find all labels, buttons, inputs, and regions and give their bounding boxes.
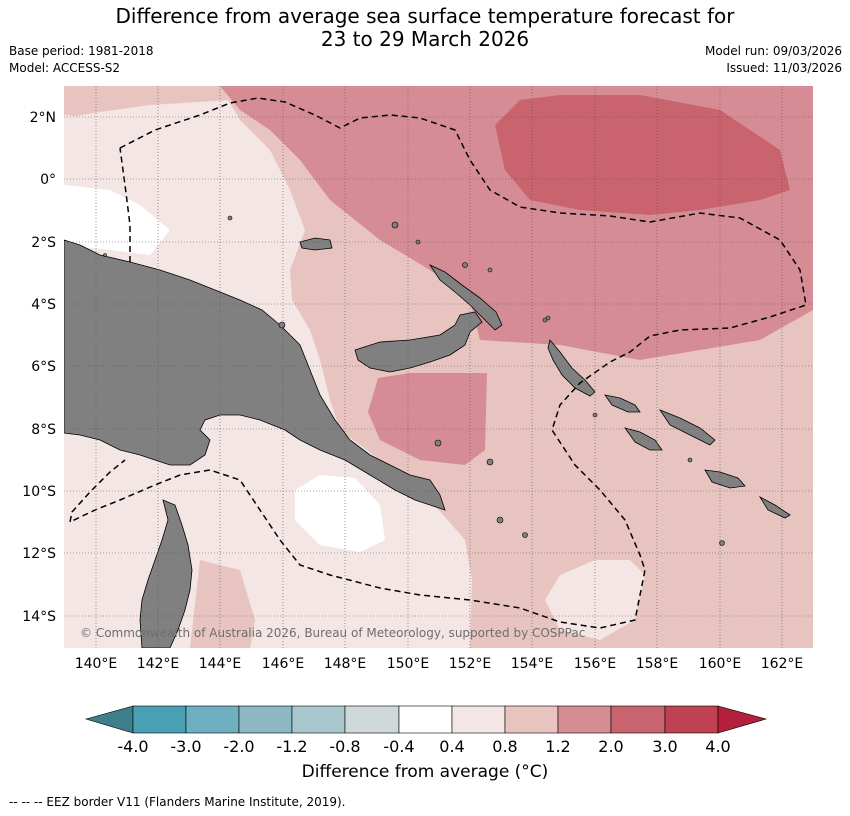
colorbar-tick-label: -1.2 <box>276 737 307 756</box>
latitude-labels: 2°N 0° 2°S 4°S 6°S 8°S 10°S 12°S 14°S <box>22 110 56 625</box>
lon-label: 158°E <box>636 656 679 672</box>
eez-border <box>68 97 807 629</box>
lon-label: 148°E <box>324 656 367 672</box>
lon-label: 162°E <box>761 656 804 672</box>
anomaly-band-2-0-to-3-0-core <box>495 95 790 215</box>
land-malaita <box>658 409 716 446</box>
colorbar-arrow-high <box>717 705 768 734</box>
lon-label: 142°E <box>137 656 180 672</box>
graticule <box>64 86 813 648</box>
land-choiseul <box>604 394 641 413</box>
base-period: Base period: 1981-2018 <box>9 44 154 58</box>
land-new-ireland <box>428 264 503 331</box>
lon-label: 152°E <box>449 656 492 672</box>
lon-label: 156°E <box>574 656 617 672</box>
lat-label: 10°S <box>22 484 56 500</box>
map-canvas: © Commonwealth of Australia 2026, Bureau… <box>64 86 813 648</box>
colorbar-swatch <box>344 705 400 734</box>
colorbar-swatch <box>132 705 187 734</box>
colorbar-arrow-low <box>84 705 134 734</box>
colorbar-tick-label: 2.0 <box>598 737 623 756</box>
colorbar-tick-label: 0.8 <box>492 737 517 756</box>
colorbar-swatch <box>664 705 719 734</box>
colorbar-title: Difference from average (°C) <box>301 762 549 782</box>
colorbar-swatch <box>451 705 506 734</box>
lat-label: 0° <box>40 172 56 188</box>
colorbar-tick-label: 4.0 <box>705 737 730 756</box>
land-santa-cruz <box>758 495 791 519</box>
colorbar-swatch <box>238 705 293 734</box>
lat-label: 4°S <box>31 297 56 313</box>
colorbar-tick-label: -0.4 <box>383 737 414 756</box>
colorbar-swatch <box>504 705 559 734</box>
colorbar-swatch <box>557 705 612 734</box>
land-guadalcanal <box>624 427 663 451</box>
title-line-2: 23 to 29 March 2026 <box>320 27 530 51</box>
colorbar-tick-label: -3.0 <box>170 737 201 756</box>
copyright-text: © Commonwealth of Australia 2026, Bureau… <box>80 626 585 640</box>
land-bougainville <box>547 339 596 397</box>
lat-label: 6°S <box>31 359 56 375</box>
model-run: Model run: 09/03/2026 <box>704 44 842 58</box>
colorbar-swatch <box>291 705 346 734</box>
lat-label: 2°S <box>31 235 56 251</box>
land-cape-york <box>139 499 193 648</box>
lat-label: 8°S <box>31 422 56 438</box>
colorbar-swatch <box>610 705 666 734</box>
title-line-1: Difference from average sea surface temp… <box>115 4 735 28</box>
land-new-guinea <box>64 239 446 511</box>
land-manus <box>299 237 333 251</box>
colorbar-swatch <box>398 705 453 734</box>
lon-label: 146°E <box>262 656 305 672</box>
small-islands <box>103 215 725 546</box>
model-name: Model: ACCESS-S2 <box>9 61 121 75</box>
colorbar-tick-label: 3.0 <box>652 737 677 756</box>
colorbar-tick-label: -0.8 <box>329 737 360 756</box>
anomaly-neutral-coral-sea <box>295 475 385 552</box>
lat-label: 14°S <box>22 609 56 625</box>
lat-label: 12°S <box>22 546 56 562</box>
anomaly-band-0-8-to-1-2-south <box>190 560 255 648</box>
lon-label: 154°E <box>511 656 554 672</box>
colorbar-tick-label: 0.4 <box>439 737 464 756</box>
issued-date: Issued: 11/03/2026 <box>726 61 842 75</box>
anomaly-band-0-8-to-1-2-north <box>64 86 230 118</box>
lon-label: 144°E <box>199 656 242 672</box>
anomaly-neutral-north <box>64 185 170 255</box>
lat-label: 2°N <box>30 110 56 126</box>
colorbar-tick-label: -4.0 <box>117 737 148 756</box>
colorbar-tick-label: -2.0 <box>223 737 254 756</box>
colorbar: -4.0 -3.0 -2.0 -1.2 -0.8 -0.4 0.4 0.8 1.… <box>84 705 768 756</box>
longitude-labels: 140°E 142°E 144°E 146°E 148°E 150°E 152°… <box>75 656 804 672</box>
lon-label: 150°E <box>387 656 430 672</box>
lon-label: 160°E <box>699 656 742 672</box>
colorbar-tick-label: 1.2 <box>545 737 570 756</box>
eez-footnote: -- -- -- EEZ border V11 (Flanders Marine… <box>9 795 346 809</box>
lon-label: 140°E <box>75 656 118 672</box>
land-makira <box>704 469 746 489</box>
colorbar-swatch <box>185 705 240 734</box>
anomaly-band-1-2-to-2-0-solomon-sea <box>368 373 487 465</box>
